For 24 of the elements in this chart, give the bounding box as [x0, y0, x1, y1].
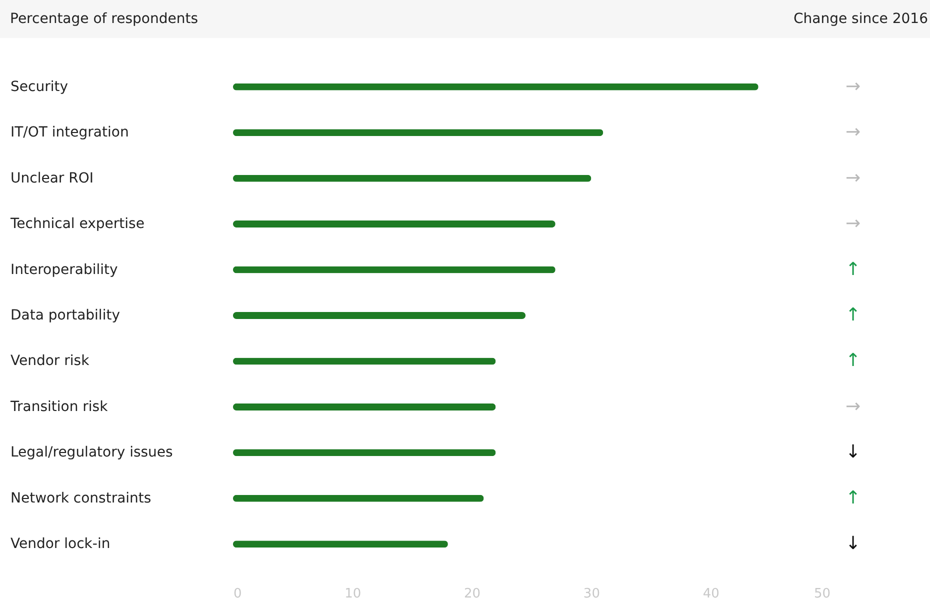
- data-label: ↑: [845, 487, 861, 508]
- y-tick-label: Data portability: [10, 308, 120, 324]
- text: Change since 2016: [794, 11, 928, 27]
- y-tick-label: IT/OT integration: [10, 124, 129, 141]
- data-label: ↑: [845, 304, 861, 326]
- data-label: →: [845, 122, 861, 143]
- y-tick-label: Unclear ROI: [10, 170, 94, 186]
- data-label: →: [845, 396, 861, 417]
- y-tick-label: Interoperability: [10, 262, 118, 278]
- data-label: ↑: [845, 258, 861, 280]
- data-label: →: [845, 167, 861, 188]
- data-label: ↓: [845, 442, 861, 463]
- y-tick-label: Vendor lock-in: [10, 536, 110, 552]
- y-tick-label: Security: [10, 78, 68, 95]
- y-tick-label: Transition risk: [10, 398, 109, 415]
- text: Percentage of respondents: [10, 11, 198, 27]
- data-label: ↓: [845, 533, 861, 554]
- y-tick-label: Legal/regulatory issues: [10, 444, 173, 461]
- data-label: →: [845, 213, 861, 234]
- y-tick-label: Vendor risk: [10, 353, 90, 370]
- data-label: →: [845, 76, 861, 97]
- y-tick-label: Technical expertise: [10, 216, 144, 232]
- y-tick-label: Network constraints: [10, 490, 152, 506]
- data-label: ↑: [845, 350, 861, 372]
